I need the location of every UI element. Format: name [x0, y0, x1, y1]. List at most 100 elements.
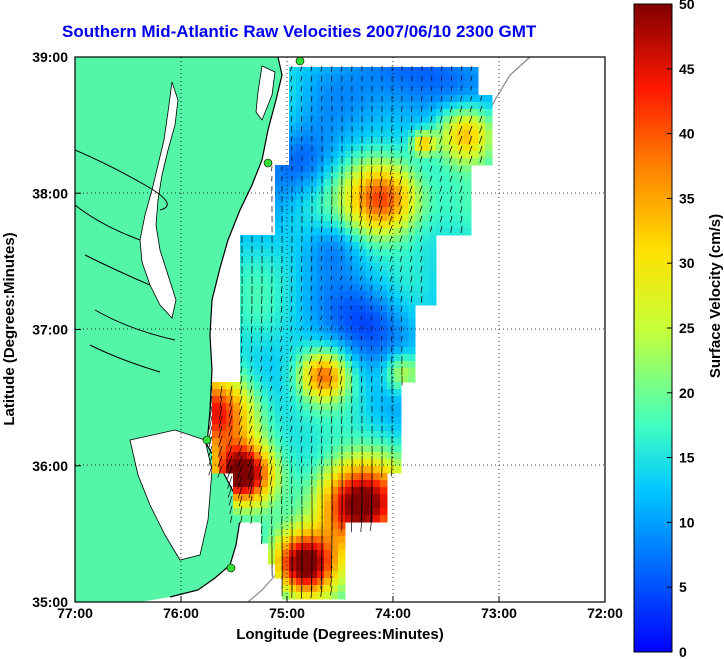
velocity-cell — [359, 382, 367, 390]
velocity-cell — [338, 368, 346, 376]
velocity-cell — [366, 466, 374, 474]
velocity-cell — [310, 193, 318, 201]
velocity-cell — [303, 256, 311, 264]
velocity-cell — [394, 165, 402, 173]
velocity-cell — [296, 172, 304, 180]
velocity-cell — [338, 319, 346, 327]
velocity-cell — [401, 305, 409, 313]
velocity-arrow — [227, 465, 233, 479]
velocity-arrow — [409, 185, 413, 194]
velocity-cell — [324, 67, 332, 75]
velocity-cell — [331, 137, 339, 145]
velocity-cell — [429, 186, 437, 194]
velocity-arrow — [289, 385, 293, 393]
velocity-cell — [352, 396, 360, 404]
velocity-cell — [240, 263, 248, 271]
velocity-arrow — [237, 465, 243, 479]
velocity-cell — [338, 592, 346, 600]
velocity-cell — [317, 410, 325, 418]
velocity-cell — [289, 452, 297, 460]
velocity-cell — [317, 74, 325, 82]
velocity-cell — [324, 109, 332, 117]
velocity-cell — [296, 263, 304, 271]
velocity-cell — [289, 172, 297, 180]
velocity-cell — [359, 186, 367, 194]
velocity-cell — [324, 81, 332, 89]
velocity-cell — [408, 130, 416, 138]
velocity-cell — [380, 417, 388, 425]
velocity-cell — [387, 368, 395, 376]
velocity-cell — [373, 459, 381, 467]
velocity-cell — [394, 263, 402, 271]
y-tick-label: 35:00 — [32, 594, 68, 610]
velocity-cell — [387, 228, 395, 236]
velocity-cell — [254, 256, 262, 264]
velocity-arrow — [320, 425, 323, 434]
velocity-cell — [282, 263, 290, 271]
velocity-arrow — [319, 395, 323, 405]
velocity-cell — [247, 417, 255, 425]
velocity-cell — [352, 410, 360, 418]
velocity-arrow — [300, 295, 303, 302]
velocity-cell — [317, 235, 325, 243]
velocity-arrow — [258, 465, 263, 477]
velocity-cell — [408, 298, 416, 306]
velocity-cell — [366, 333, 374, 341]
velocity-arrow — [259, 385, 263, 392]
velocity-cell — [422, 137, 430, 145]
velocity-arrow — [340, 295, 343, 300]
velocity-cell — [317, 543, 325, 551]
velocity-cell — [373, 466, 381, 474]
velocity-cell — [324, 403, 332, 411]
velocity-cell — [338, 221, 346, 229]
velocity-cell — [317, 389, 325, 397]
velocity-arrow — [330, 395, 333, 405]
velocity-cell — [373, 67, 381, 75]
velocity-cell — [212, 403, 220, 411]
coastline — [169, 57, 283, 598]
velocity-cell — [331, 445, 339, 453]
velocity-cell — [359, 312, 367, 320]
velocity-arrow — [289, 405, 293, 412]
velocity-cell — [254, 242, 262, 250]
velocity-arrow — [227, 485, 233, 498]
velocity-cell — [450, 214, 458, 222]
velocity-cell — [261, 459, 269, 467]
velocity-cell — [331, 235, 339, 243]
velocity-arrow — [350, 265, 353, 271]
velocity-cell — [254, 361, 262, 369]
velocity-cell — [296, 235, 304, 243]
velocity-cell — [324, 200, 332, 208]
velocity-cell — [450, 193, 458, 201]
velocity-cell — [345, 410, 353, 418]
velocity-cell — [268, 319, 276, 327]
velocity-cell — [359, 165, 367, 173]
velocity-cell — [373, 207, 381, 215]
velocity-cell — [240, 382, 248, 390]
velocity-cell — [324, 501, 332, 509]
velocity-cell — [289, 158, 297, 166]
velocity-cell — [282, 165, 290, 173]
velocity-arrow — [258, 475, 263, 488]
velocity-cell — [275, 536, 283, 544]
velocity-cell — [310, 298, 318, 306]
velocity-cell — [296, 340, 304, 348]
velocity-cell — [310, 487, 318, 495]
velocity-cell — [289, 417, 297, 425]
velocity-cell — [359, 179, 367, 187]
velocity-cell — [380, 459, 388, 467]
velocity-cell — [317, 473, 325, 481]
velocity-arrow — [350, 285, 353, 290]
velocity-cell — [310, 291, 318, 299]
velocity-cell — [268, 270, 276, 278]
velocity-cell — [310, 564, 318, 572]
velocity-cell — [338, 543, 346, 551]
velocity-cell — [359, 144, 367, 152]
velocity-cell — [408, 368, 416, 376]
velocity-cell — [303, 67, 311, 75]
velocity-cell — [345, 473, 353, 481]
velocity-cell — [408, 235, 416, 243]
velocity-arrow — [290, 435, 293, 443]
velocity-cell — [331, 417, 339, 425]
velocity-cell — [240, 242, 248, 250]
